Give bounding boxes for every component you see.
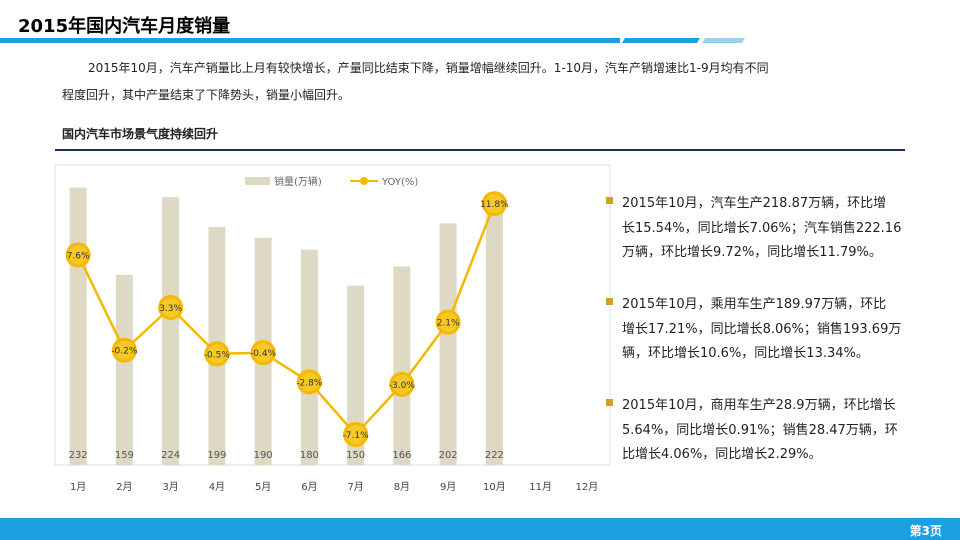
yoy-label: -3.0% [389,381,416,391]
legend-swatch [245,177,270,185]
bar [485,199,503,465]
intro-line: 2015年10月，汽车产销量比上月有较快增长，产量同比结束下降，销量增幅继续回升… [88,61,769,75]
x-tick-label: 3月 [162,481,178,493]
yoy-label: 7.6% [67,251,90,261]
x-tick-label: 8月 [394,481,410,493]
bar [300,249,318,465]
yoy-label: -0.4% [250,349,277,359]
x-tick-label: 11月 [529,481,552,493]
x-tick-label: 4月 [209,481,225,493]
yoy-label: 2.1% [437,319,460,329]
x-tick-label: 6月 [301,481,317,493]
bullet-line: 2015年10月，商用车生产28.9万辆，环比增长 [622,398,896,413]
yoy-point [296,369,322,395]
bar [162,197,180,465]
legend-label: YOY(%) [381,177,418,188]
bar [439,223,457,465]
section-title: 国内汽车市场景气度持续回升 [62,127,219,141]
bullet-line: 长15.54%，同比增长7.06%；汽车销售222.16 [622,220,902,236]
x-tick-label: 9月 [440,481,456,493]
intro-line: 程度回升，其中产量结束了下降势头，销量小幅回升。 [62,88,351,102]
bar-label: 224 [161,450,180,461]
yoy-point [389,371,415,397]
bullet-line: 增长17.21%，同比增长8.06%；销售193.69万 [622,321,902,337]
x-tick-label: 10月 [483,481,506,493]
bar-label: 232 [69,450,88,461]
yoy-point [435,309,461,335]
yoy-point [204,341,230,367]
bar-label: 222 [485,450,504,461]
yoy-label: 3.3% [159,304,182,314]
bullet-line: 辆，环比增长10.6%，同比增长13.34%。 [622,346,869,361]
bar-label: 166 [392,450,411,461]
yoy-label: -7.1% [343,431,370,441]
yoy-point [343,421,369,447]
bar [69,187,87,466]
yoy-point [250,340,276,366]
yoy-point [158,294,184,320]
x-tick-label: 7月 [347,481,363,493]
x-tick-label: 1月 [70,481,86,493]
yoy-point [481,191,507,217]
legend-label: 销量(万辆) [274,175,322,188]
bullet-line: 2015年10月，乘用车生产189.97万辆，环比 [622,297,887,312]
page-number: 第3页 [909,524,942,538]
x-tick-label: 2月 [116,481,132,493]
yoy-point [65,242,91,268]
yoy-point [111,337,137,363]
bar-label: 190 [254,450,273,461]
yoy-line [77,203,496,437]
bar-label: 159 [115,450,134,461]
bullet-line: 万辆，环比增长9.72%，同比增长11.79%。 [622,245,882,260]
x-tick-label: 5月 [255,481,271,493]
yoy-label: -0.2% [111,347,138,357]
bar [347,285,365,465]
bar-label: 180 [300,450,319,461]
yoy-label: 11.8% [480,200,509,210]
yoy-label: -2.8% [296,378,323,388]
bullet-line: 5.64%，同比增长0.91%；销售28.47万辆，环 [622,422,898,438]
bullet-line: 2015年10月，汽车生产218.87万辆，环比增 [622,196,887,211]
yoy-label: -0.5% [204,350,231,360]
bar-label: 202 [439,450,458,461]
bar-label: 150 [346,450,365,461]
bar [115,274,133,465]
slide-title: 2015年国内汽车月度销量 [18,16,231,37]
legend-swatch [360,177,368,185]
bullet-line: 比增长4.06%，同比增长2.29%。 [622,447,822,462]
x-tick-label: 12月 [576,481,599,493]
bar [393,266,411,465]
bar-label: 199 [207,450,226,461]
